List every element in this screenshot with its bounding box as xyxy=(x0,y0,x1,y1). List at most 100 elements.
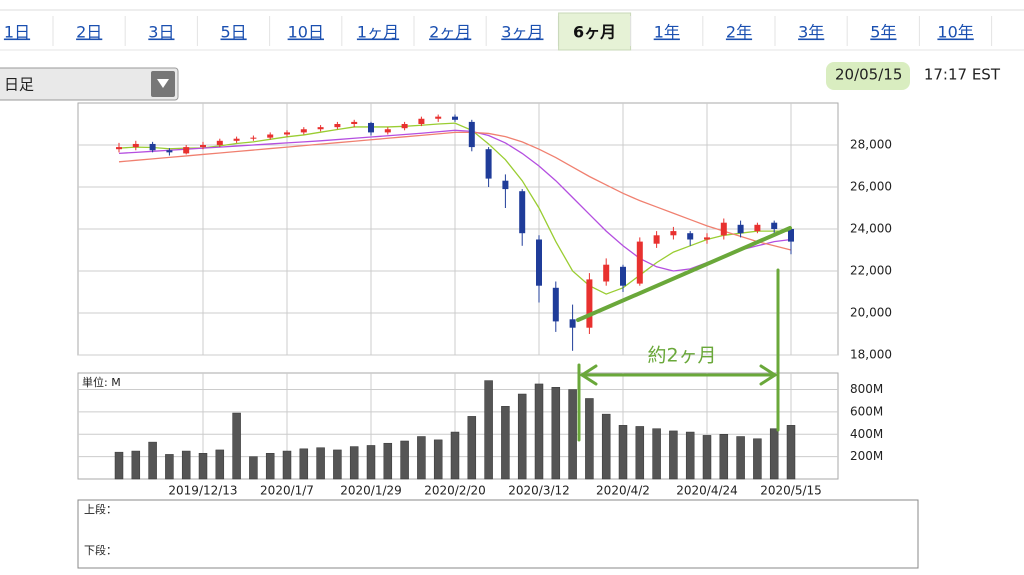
candle-body xyxy=(603,264,610,282)
arrow-heads xyxy=(579,364,778,386)
dropdown[interactable] xyxy=(0,67,179,101)
x-tick-label: 2020/1/29 xyxy=(340,484,402,498)
legend xyxy=(77,499,919,569)
volume-bar xyxy=(669,430,678,480)
candle-body xyxy=(468,121,475,148)
tab[interactable]: 1ヶ月 xyxy=(357,23,399,42)
volume-bar xyxy=(165,454,174,480)
volume-bar xyxy=(702,435,712,480)
volume-bar xyxy=(333,449,342,480)
annotation: 約2ヶ月 xyxy=(647,345,716,367)
candle-body xyxy=(552,287,559,322)
y-tick-label: 26,000 xyxy=(850,180,892,194)
legend-label: 上段： xyxy=(84,502,117,516)
volume-bar xyxy=(736,436,745,480)
y-tick-label: 24,000 xyxy=(850,222,892,236)
candle-body xyxy=(519,191,526,234)
volume-bar xyxy=(383,442,393,480)
y-tick-label: 18,000 xyxy=(850,348,892,362)
candle-body xyxy=(267,134,274,138)
x-tick-label: 2020/2/20 xyxy=(424,484,486,498)
tab[interactable]: 3日 xyxy=(148,23,174,42)
candle-body xyxy=(216,140,223,145)
candle-body xyxy=(452,116,458,120)
volume-bar xyxy=(652,428,661,480)
tab[interactable]: 1年 xyxy=(654,23,680,42)
volume-bar xyxy=(215,449,225,480)
hand-annotation xyxy=(576,226,792,442)
volume-bar xyxy=(450,431,460,480)
tab[interactable]: 10日 xyxy=(288,23,324,42)
volume-bar xyxy=(366,445,376,480)
candle-body xyxy=(200,145,206,148)
volume-bar xyxy=(635,426,645,480)
tab[interactable]: 1日 xyxy=(4,23,30,42)
x-tick-label: 2019/12/13 xyxy=(168,484,237,498)
volume-bar xyxy=(618,425,628,480)
tab[interactable]: 6ヶ月 xyxy=(573,23,616,42)
volume-bar xyxy=(501,406,510,480)
volume-bar xyxy=(568,389,577,480)
volume-bar xyxy=(114,451,124,480)
candle-body xyxy=(166,150,173,153)
volume-bar xyxy=(232,412,241,480)
moving-average xyxy=(118,122,791,295)
candle-body xyxy=(485,149,492,179)
candle-body xyxy=(132,143,139,148)
candle-body xyxy=(586,279,593,328)
dropdown-arrow xyxy=(157,79,169,88)
y-tick-label: 20,000 xyxy=(850,306,892,320)
volume-bar xyxy=(299,448,309,480)
tab[interactable]: 2年 xyxy=(726,23,752,42)
moving-average xyxy=(118,129,792,272)
volume-bar xyxy=(517,393,527,480)
volume-bar xyxy=(467,416,477,480)
candle-body xyxy=(368,122,374,133)
candle-body xyxy=(418,118,425,124)
candle-body xyxy=(351,121,358,124)
candle-body xyxy=(284,132,290,135)
volume-bar xyxy=(484,380,493,480)
candle-body xyxy=(788,229,794,242)
tab[interactable]: 3年 xyxy=(798,23,824,42)
trend-line xyxy=(576,226,792,322)
x-tick-label: 2020/4/24 xyxy=(676,484,738,498)
volume-bar xyxy=(316,447,325,480)
volume-bar xyxy=(249,456,258,480)
volume-bar xyxy=(400,440,409,480)
volume-bar xyxy=(349,446,359,480)
volume-bar xyxy=(534,383,544,480)
volume-bar xyxy=(769,428,779,480)
x-tick-label: 2020/1/7 xyxy=(260,484,314,498)
candle-body xyxy=(720,222,727,236)
volume-bar xyxy=(601,413,611,480)
candle-body xyxy=(502,180,509,190)
tab[interactable]: 3ヶ月 xyxy=(501,23,543,42)
volume-bar xyxy=(181,450,191,480)
volume-bar xyxy=(198,453,208,480)
candle-body xyxy=(334,124,341,128)
candle-body xyxy=(771,222,778,229)
candle-body xyxy=(384,129,391,133)
tab[interactable]: 5日 xyxy=(221,23,247,42)
volume-bar xyxy=(131,450,141,480)
y-tick-label: 22,000 xyxy=(850,264,892,278)
x-tick-label: 2020/5/15 xyxy=(760,484,822,498)
tab[interactable]: 2日 xyxy=(76,23,102,42)
candle-body xyxy=(704,237,710,240)
candle-body xyxy=(653,235,660,244)
candle-body xyxy=(401,124,408,129)
tab[interactable]: 5年 xyxy=(870,23,896,42)
candle-body xyxy=(754,224,761,232)
candle-body xyxy=(737,224,744,234)
candle-body xyxy=(250,137,257,139)
volume-bar xyxy=(282,450,292,480)
y-tick-label: 28,000 xyxy=(850,138,892,152)
candle-body xyxy=(149,143,156,151)
tab[interactable]: 2ヶ月 xyxy=(429,23,471,42)
tab[interactable]: 10年 xyxy=(937,23,973,42)
highlight xyxy=(826,62,910,90)
x-tick-label: 2020/4/2 xyxy=(596,484,650,498)
candle-body xyxy=(435,116,442,119)
